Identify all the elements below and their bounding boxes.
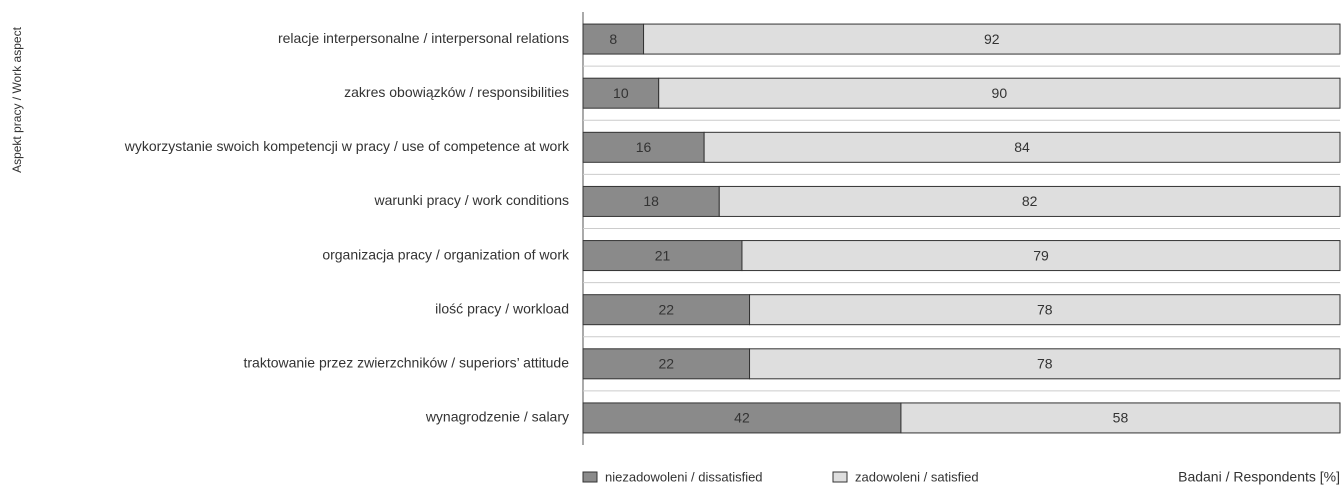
data-label: 18 [643, 193, 659, 209]
data-label: 10 [613, 85, 629, 101]
data-label: 82 [1022, 193, 1038, 209]
data-label: 58 [1113, 410, 1129, 426]
y-tick-label: ilość pracy / workload [435, 300, 569, 316]
legend-swatch [582, 471, 598, 483]
bar-segment [718, 185, 1341, 217]
data-label: 78 [1037, 301, 1053, 317]
bar-segment [703, 131, 1341, 163]
bar-segment [582, 23, 645, 55]
y-axis-label: Aspekt pracy / Work aspect [10, 26, 24, 173]
bar-segment [749, 348, 1341, 380]
y-tick-label: wykorzystanie swoich kompetencji w pracy… [124, 138, 570, 154]
data-label: 21 [655, 247, 671, 263]
bar-segment [741, 240, 1341, 272]
data-label: 78 [1037, 356, 1053, 372]
data-label: 42 [734, 410, 750, 426]
y-tick-label: traktowanie przez zwierzchników / superi… [243, 355, 569, 371]
data-label: 92 [984, 31, 1000, 47]
y-tick-label: warunki pracy / work conditions [373, 192, 569, 208]
bar-segment [582, 348, 751, 380]
bar-segment [582, 240, 743, 272]
data-label: 22 [658, 356, 674, 372]
x-axis-label: Badani / Respondents [%] [1178, 469, 1340, 485]
bar-segment [643, 23, 1341, 55]
data-label: 16 [636, 139, 652, 155]
data-label: 8 [609, 31, 617, 47]
bar-segment [582, 402, 902, 434]
y-tick-label: organizacja pracy / organization of work [322, 246, 570, 262]
bar-segment [582, 185, 720, 217]
bar-segment [582, 294, 751, 326]
y-tick-label: relacje interpersonalne / interpersonal … [278, 30, 569, 46]
legend-label: niezadowoleni / dissatisfied [605, 469, 763, 484]
bar-segment [749, 294, 1341, 326]
legend-label: zadowoleni / satisfied [855, 469, 979, 484]
y-tick-label: zakres obowiązków / responsibilities [344, 84, 569, 100]
data-label: 90 [992, 85, 1008, 101]
y-tick-label: wynagrodzenie / salary [425, 409, 569, 425]
legend-swatch [832, 471, 848, 483]
data-label: 84 [1014, 139, 1030, 155]
bar-segment [658, 77, 1341, 109]
bar-segment [900, 402, 1341, 434]
data-label: 79 [1033, 247, 1049, 263]
data-label: 22 [658, 301, 674, 317]
